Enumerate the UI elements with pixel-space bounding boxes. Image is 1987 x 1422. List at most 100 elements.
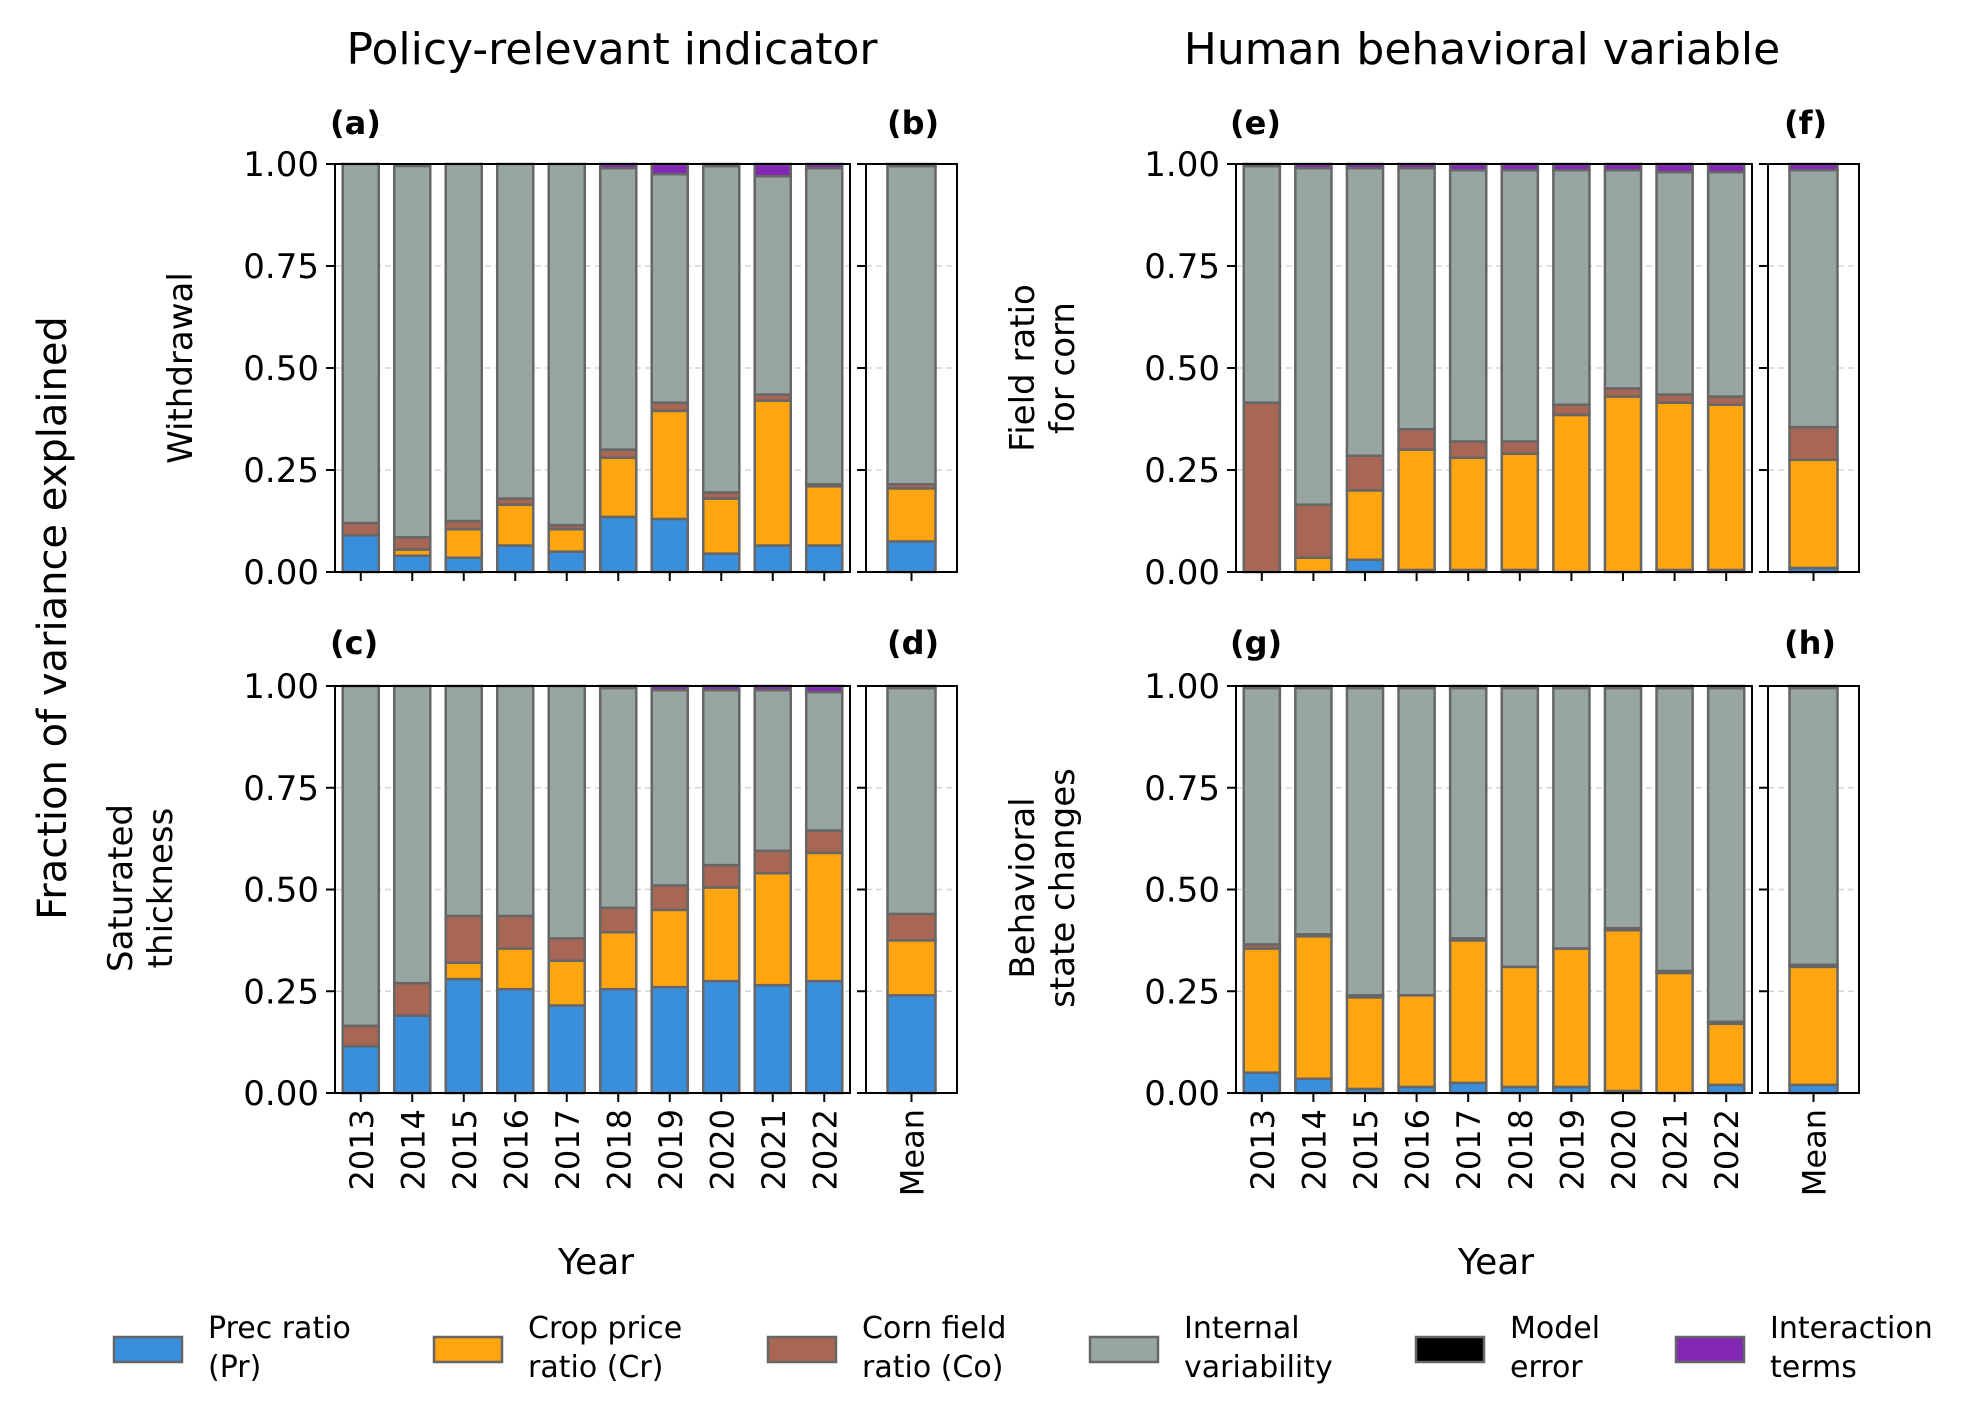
bar-segment <box>1294 503 1333 559</box>
bar-segment <box>650 517 690 574</box>
bar-segment <box>341 521 381 537</box>
panel-letter-a: (a) <box>330 104 381 142</box>
bar-segment <box>804 851 844 983</box>
bar-segment <box>1706 403 1746 572</box>
y-tick-label: 0.25 <box>1144 972 1220 1012</box>
bar-segment <box>495 914 535 950</box>
bar-segment <box>1345 558 1385 574</box>
bar-segment <box>1603 395 1643 574</box>
x-tick-label: 2013 <box>1244 1109 1282 1190</box>
bar-segment <box>495 162 535 500</box>
bar-segment <box>1706 170 1746 398</box>
bar-segment <box>650 409 690 521</box>
bar-segment <box>1397 448 1436 572</box>
bar-segment <box>753 399 793 547</box>
bar-segment <box>495 503 535 547</box>
bar-segment <box>886 686 937 916</box>
x-tick-label: 2017 <box>549 1109 587 1190</box>
bar-segment <box>804 166 844 486</box>
legend-item: Internal variability <box>1088 1311 1333 1385</box>
bar-segment <box>341 534 381 574</box>
bar-segment <box>753 849 793 875</box>
plots-layer: 0.00 0.25 0.50 0.75 1.00 2013 2014 2015 2016 2017… <box>243 145 1860 1196</box>
bar-segment <box>495 947 535 991</box>
bar-segment <box>392 1014 432 1095</box>
bar-segment <box>495 684 535 918</box>
y-tick-label: 0.50 <box>1144 349 1220 389</box>
bar-segment <box>1397 166 1436 431</box>
bar-segment <box>1448 456 1488 572</box>
bar-segment <box>1655 971 1694 1095</box>
bar-segment <box>444 977 484 1095</box>
axes-frame <box>1767 163 1860 573</box>
bar-segment <box>753 544 793 574</box>
bar-segment <box>701 497 741 555</box>
x-tick-label: 2021 <box>755 1109 793 1190</box>
bar-segment <box>1294 935 1333 1081</box>
bar-segment <box>341 684 381 1028</box>
bar-segment <box>598 456 638 519</box>
bar-segment <box>444 162 484 523</box>
bar-segment <box>444 914 484 965</box>
bar-segment <box>650 162 690 176</box>
bar-segment <box>701 688 741 867</box>
bar-segment <box>886 912 937 942</box>
bar-segment <box>1448 168 1488 443</box>
x-tick-label: Mean <box>1796 1109 1834 1196</box>
y-tick-label: 0.75 <box>1144 247 1220 287</box>
bar-segment <box>1294 1077 1333 1095</box>
bar-segment <box>547 527 587 553</box>
bar-segment <box>804 979 844 1095</box>
panel-letter-d: (d) <box>887 624 939 662</box>
bar-segment <box>1655 401 1694 572</box>
x-tick-label: 2014 <box>1295 1109 1333 1190</box>
bar-segment <box>1552 413 1591 574</box>
bar-segment <box>1500 965 1540 1089</box>
y-tick-label: 0.25 <box>1144 451 1220 491</box>
bar-segment <box>1397 427 1436 451</box>
bar-segment <box>444 556 484 574</box>
bar-segment <box>598 515 638 574</box>
y-tick-label: 1.00 <box>243 667 319 707</box>
legend-swatch <box>1088 1335 1160 1364</box>
x-tick-label: 2013 <box>343 1109 381 1190</box>
y-tick-label: 0.75 <box>243 769 319 809</box>
legend-item: Crop price ratio (Cr) <box>432 1311 682 1385</box>
bar-segment <box>701 164 741 494</box>
x-tick-label: 2017 <box>1450 1109 1488 1190</box>
bar-segment <box>753 174 793 396</box>
y-tick-label: 0.00 <box>243 553 319 593</box>
bar-segment <box>1706 686 1746 1024</box>
x-tick-label: 2022 <box>806 1109 844 1190</box>
y-tick-label: 0.50 <box>1144 871 1220 911</box>
chart-panel <box>857 162 958 581</box>
x-tick-label: 2020 <box>1605 1109 1643 1190</box>
x-tick-label: 2022 <box>1708 1109 1746 1190</box>
legend-label: error <box>1510 1350 1583 1385</box>
bar-segment <box>1788 168 1839 429</box>
bar-segment <box>1500 440 1540 455</box>
legend-label: Crop price <box>528 1311 682 1346</box>
y-tick-label: 0.25 <box>243 451 319 491</box>
bar-segment <box>341 1044 381 1095</box>
bar-segment <box>804 485 844 547</box>
chart-panel: 2013 2014 2015 2016 2017 2018 2019 2020 2021 2022… <box>1144 667 1753 1190</box>
bar-segment <box>598 166 638 451</box>
axes-frame <box>334 163 851 573</box>
bar-segment <box>1500 452 1540 572</box>
ylabel-withdrawal: Withdrawal <box>161 272 201 464</box>
bar-segment <box>1603 168 1643 390</box>
bar-segment <box>392 684 432 985</box>
bar-segment <box>1706 1022 1746 1087</box>
bar-segment <box>547 684 587 940</box>
bar-segment <box>1552 168 1591 406</box>
bar-segment <box>1345 489 1385 562</box>
y-tick-label: 0.75 <box>1144 769 1220 809</box>
y-tick-label: 0.50 <box>243 871 319 911</box>
bar-segment <box>1345 686 1385 997</box>
x-tick-label: 2019 <box>1553 1109 1591 1190</box>
bar-segment <box>753 162 793 178</box>
chart-panel: 0.00 0.25 0.50 0.75 1.00 <box>243 145 851 593</box>
x-tick-label: 2018 <box>1502 1109 1540 1190</box>
